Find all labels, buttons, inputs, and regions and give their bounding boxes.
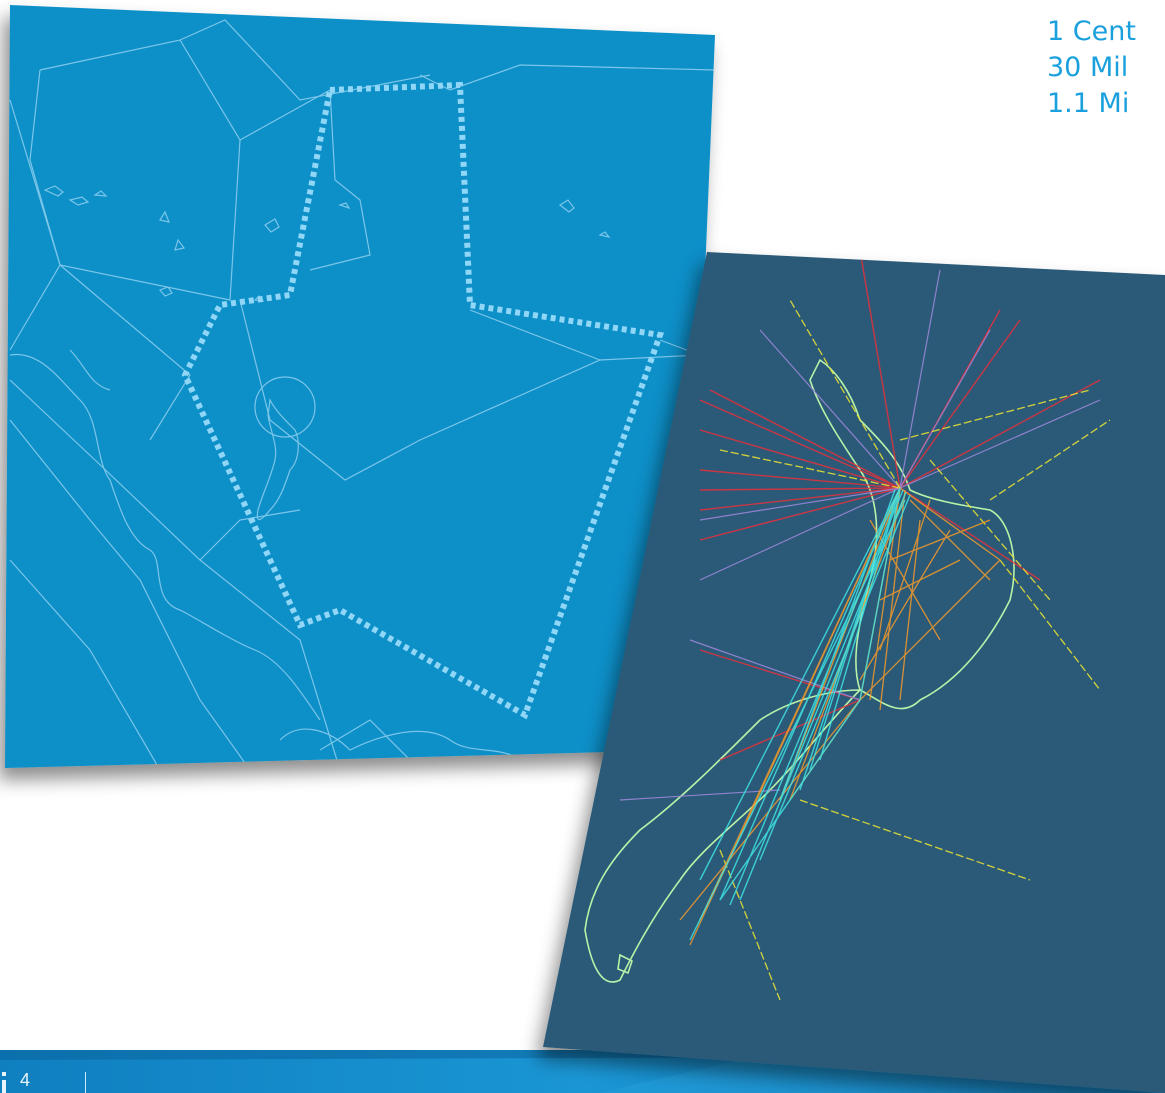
footer-logo-icon [2, 1072, 6, 1093]
airspace-map-panel [5, 5, 715, 768]
stat-line-3: 1.1 Mi [1047, 88, 1130, 119]
flight-tracks-panel [543, 252, 1165, 1093]
stat-line-2: 30 Mil [1047, 52, 1129, 83]
dashed-boundary [181, 81, 665, 720]
flight-tracks [584, 252, 1111, 1001]
footer-divider [85, 1072, 86, 1093]
stat-line-1: 1 Cent [1047, 16, 1136, 47]
airspace-lines [9, 19, 715, 768]
page-number: 4 [20, 1070, 31, 1090]
statistics-text: 1 Cent 30 Mil 1.1 Mi [1047, 14, 1136, 122]
